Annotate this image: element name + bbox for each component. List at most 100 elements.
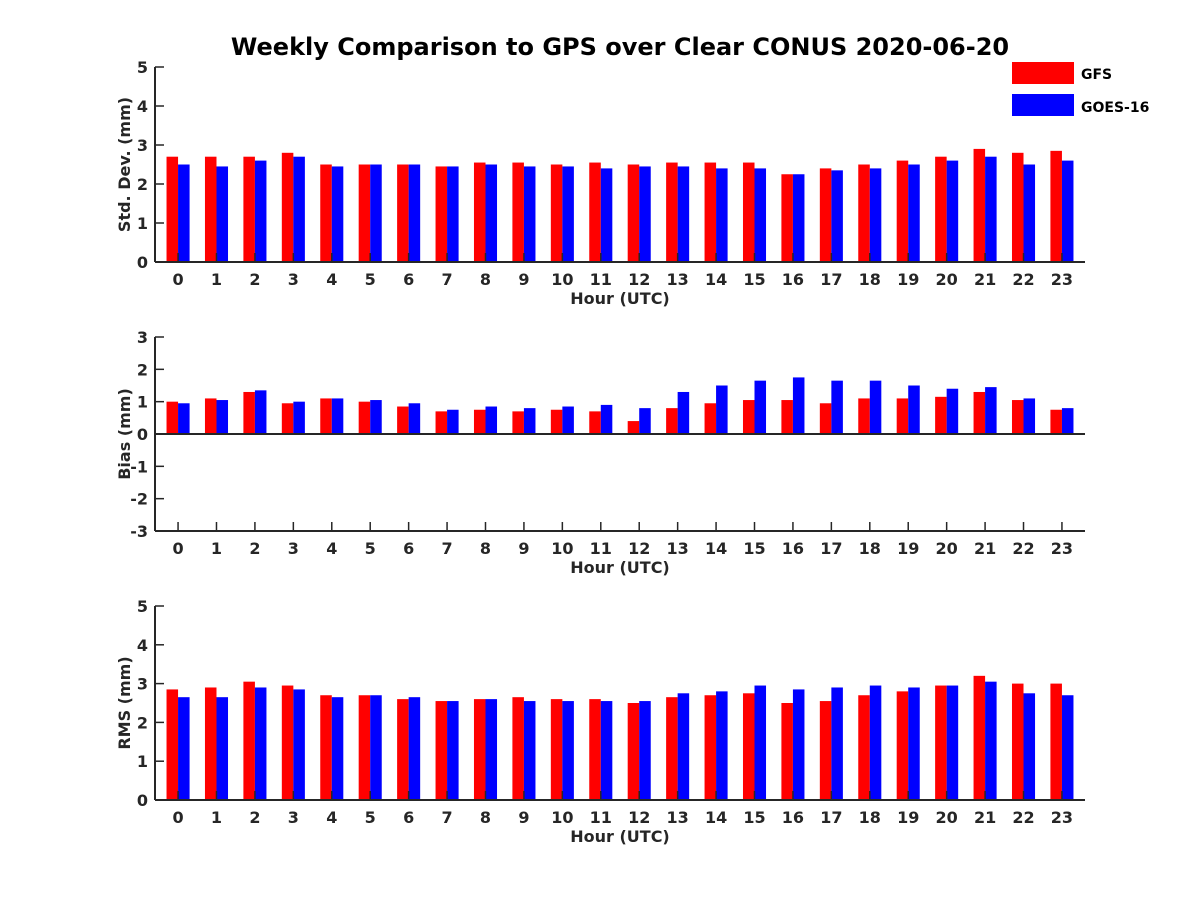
bar-std-dev-gfs-h8 [473,162,486,262]
bar-std-dev-goes16-h17 [831,170,843,262]
bar-std-dev-gfs-h15 [742,162,755,262]
y-tick-label: 1 [137,214,148,233]
y-tick-label: 5 [137,597,148,616]
bar-std-dev-gfs-h19 [896,160,909,262]
legend-label-goes16: GOES-16 [1081,100,1149,116]
bar-bias-gfs-h15 [742,400,755,434]
y-axis-label: Bias (mm) [115,388,134,480]
legend-swatch-goes16 [1012,94,1074,116]
bar-bias-gfs-h18 [858,398,870,434]
bar-bias-gfs-h8 [473,409,486,434]
x-tick-label: 6 [403,539,414,558]
bar-bias-goes16-h10 [562,406,574,434]
bar-bias-gfs-h7 [435,411,448,434]
x-tick-label: 19 [897,539,919,558]
bar-std-dev-gfs-h7 [435,166,448,262]
y-axis-label: Std. Dev. (mm) [115,97,134,232]
bar-bias-gfs-h11 [589,411,601,434]
bar-bias-goes16-h2 [254,390,267,434]
bar-rms-gfs-h5 [358,695,371,800]
bar-rms-gfs-h4 [320,695,332,800]
x-tick-label: 8 [480,270,491,289]
bar-bias-gfs-h23 [1050,409,1062,434]
bar-rms-gfs-h2 [243,681,255,800]
x-tick-label: 16 [782,539,804,558]
x-tick-label: 17 [820,539,842,558]
bar-std-dev-goes16-h3 [293,156,305,262]
x-tick-label: 4 [326,808,337,827]
x-tick-label: 14 [705,808,727,827]
bar-bias-goes16-h14 [716,385,728,434]
bar-bias-gfs-h4 [320,398,332,434]
x-tick-label: 15 [743,539,765,558]
y-tick-label: 1 [137,752,148,771]
bar-std-dev-gfs-h16 [781,174,793,262]
bar-bias-gfs-h10 [550,409,563,434]
bar-std-dev-goes16-h22 [1023,164,1036,262]
y-axis-label: RMS (mm) [115,656,134,749]
x-tick-label: 23 [1051,539,1073,558]
x-tick-label: 12 [628,270,650,289]
bar-bias-gfs-h16 [781,400,793,434]
bar-rms-gfs-h12 [627,703,640,800]
chart-title: Weekly Comparison to GPS over Clear CONU… [231,33,1009,61]
x-tick-label: 4 [326,539,337,558]
y-tick-label: 0 [137,425,148,444]
x-tick-label: 14 [705,270,727,289]
x-tick-label: 19 [897,808,919,827]
x-tick-label: 2 [249,539,260,558]
x-tick-label: 0 [172,808,183,827]
bar-rms-gfs-h10 [550,699,563,800]
bar-std-dev-goes16-h14 [716,168,728,262]
x-tick-label: 7 [441,808,452,827]
x-tick-label: 19 [897,270,919,289]
x-tick-label: 2 [249,270,260,289]
bar-std-dev-goes16-h11 [600,168,613,262]
bar-std-dev-goes16-h16 [792,174,805,262]
bar-bias-gfs-h2 [243,391,255,434]
bar-rms-goes16-h8 [485,699,498,800]
bar-rms-goes16-h20 [946,685,959,800]
x-tick-label: 11 [590,270,612,289]
bar-bias-goes16-h12 [639,408,651,434]
bar-rms-goes16-h4 [331,697,344,800]
x-tick-label: 21 [974,808,996,827]
x-tick-label: 9 [518,808,529,827]
x-tick-label: 0 [172,270,183,289]
x-tick-label: 1 [211,270,222,289]
bar-rms-gfs-h6 [397,699,409,800]
bar-rms-goes16-h21 [985,681,997,800]
bar-std-dev-goes16-h13 [677,166,690,262]
bar-rms-gfs-h18 [858,695,870,800]
bar-std-dev-goes16-h6 [408,164,421,262]
bar-rms-gfs-h0 [166,689,179,800]
x-tick-label: 20 [936,808,958,827]
bar-std-dev-gfs-h11 [589,162,601,262]
bar-rms-goes16-h22 [1023,693,1036,800]
bar-bias-gfs-h19 [896,398,909,434]
bar-std-dev-gfs-h13 [666,162,678,262]
x-axis-label: Hour (UTC) [570,289,670,308]
x-tick-label: 13 [667,539,689,558]
bar-std-dev-goes16-h2 [254,160,267,262]
x-tick-label: 0 [172,539,183,558]
y-tick-label: 5 [137,58,148,77]
y-tick-label: 0 [137,791,148,810]
bar-bias-goes16-h22 [1023,398,1036,434]
y-tick-label: -1 [130,457,148,476]
bar-std-dev-goes16-h18 [869,168,882,262]
x-tick-label: 10 [551,539,573,558]
bar-bias-goes16-h16 [792,377,805,434]
x-tick-label: 20 [936,270,958,289]
x-tick-label: 3 [288,808,299,827]
x-tick-label: 5 [365,539,376,558]
x-tick-label: 11 [590,539,612,558]
x-tick-label: 13 [667,270,689,289]
bar-bias-goes16-h15 [754,380,767,434]
bar-rms-goes16-h7 [447,701,459,800]
bar-bias-gfs-h22 [1011,400,1024,434]
bar-bias-gfs-h3 [281,403,294,434]
x-axis-label: Hour (UTC) [570,558,670,577]
